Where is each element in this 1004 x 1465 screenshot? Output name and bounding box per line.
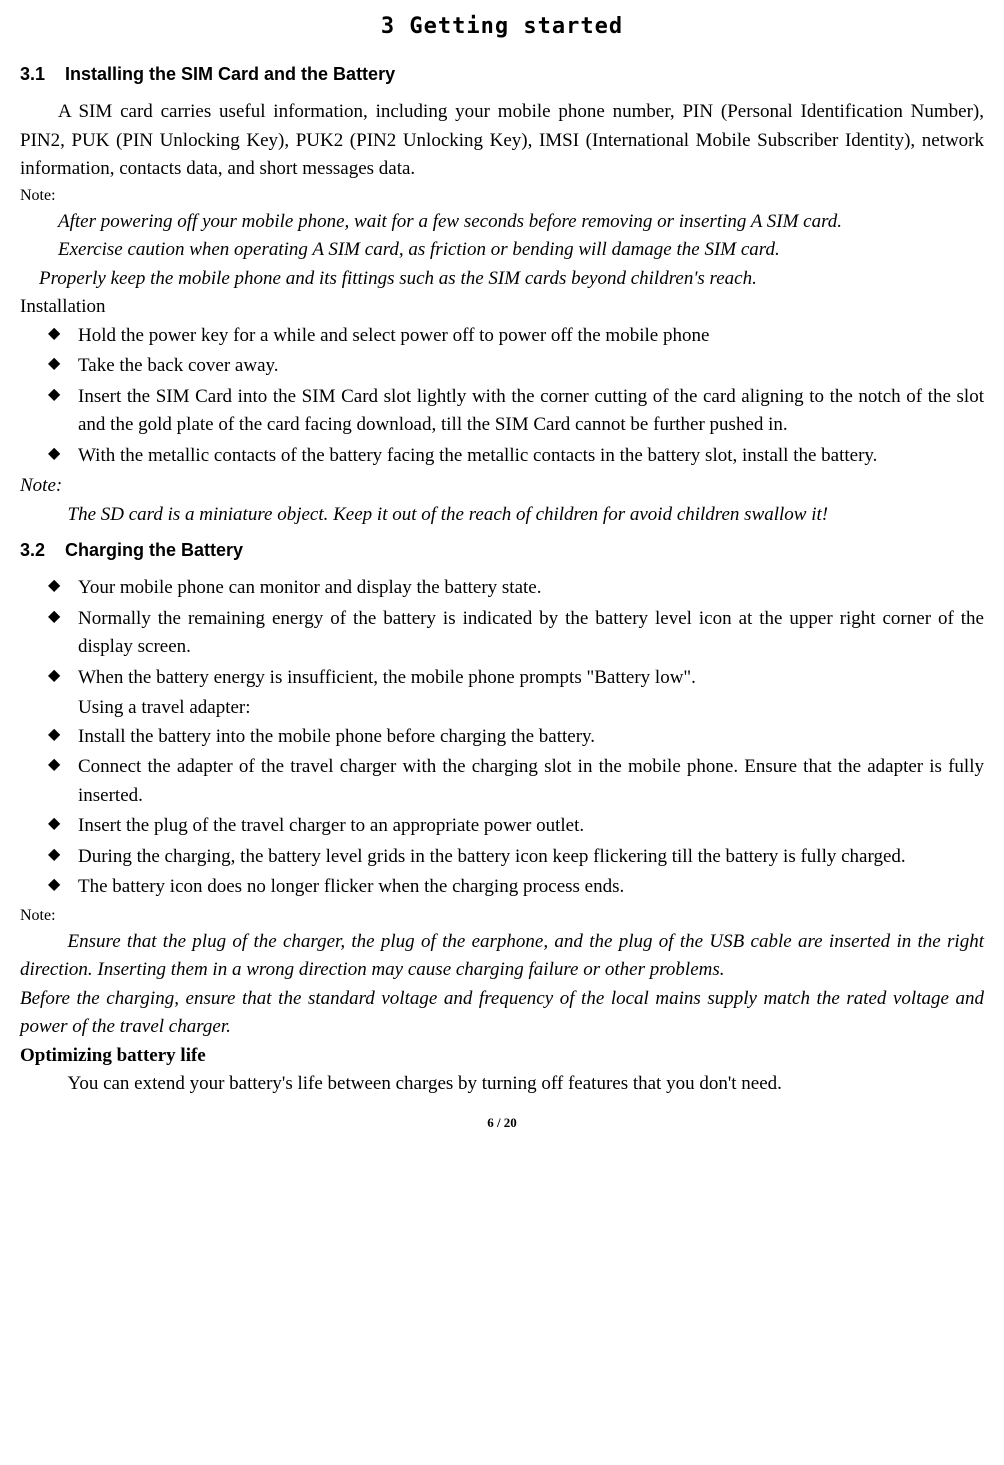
- optimizing-text: You can extend your battery's life betwe…: [20, 1070, 984, 1099]
- section-3-2-title: Charging the Battery: [65, 540, 243, 560]
- adapter-label: Using a travel adapter:: [20, 694, 984, 723]
- list-item: Hold the power key for a while and selec…: [20, 322, 984, 351]
- note-text-3a: Ensure that the plug of the charger, the…: [20, 928, 984, 985]
- installation-label: Installation: [20, 293, 984, 322]
- note-label-2: Note:: [20, 472, 984, 501]
- list-item: The battery icon does no longer flicker …: [20, 873, 984, 902]
- optimizing-label: Optimizing battery life: [20, 1042, 984, 1071]
- note-text-1a: After powering off your mobile phone, wa…: [20, 208, 984, 237]
- charging-bullets-b: Install the battery into the mobile phon…: [20, 723, 984, 902]
- section-3-1-title: Installing the SIM Card and the Battery: [65, 64, 395, 84]
- note-text-1b: Exercise caution when operating A SIM ca…: [20, 236, 984, 265]
- page-number: 6 / 20: [20, 1113, 984, 1133]
- section-3-1-intro: A SIM card carries useful information, i…: [20, 98, 984, 184]
- list-item: Install the battery into the mobile phon…: [20, 723, 984, 752]
- list-item: With the metallic contacts of the batter…: [20, 442, 984, 471]
- note-label-3: Note:: [20, 904, 984, 928]
- charging-bullets-a: Your mobile phone can monitor and displa…: [20, 574, 984, 692]
- list-item: When the battery energy is insufficient,…: [20, 664, 984, 693]
- note-label-1: Note:: [20, 184, 984, 208]
- list-item: Normally the remaining energy of the bat…: [20, 605, 984, 662]
- chapter-title: 3 Getting started: [20, 10, 984, 43]
- section-3-1-number: 3.1: [20, 61, 45, 88]
- list-item: Insert the SIM Card into the SIM Card sl…: [20, 383, 984, 440]
- list-item: Connect the adapter of the travel charge…: [20, 753, 984, 810]
- list-item: Take the back cover away.: [20, 352, 984, 381]
- list-item: Insert the plug of the travel charger to…: [20, 812, 984, 841]
- list-item: During the charging, the battery level g…: [20, 843, 984, 872]
- list-item: Your mobile phone can monitor and displa…: [20, 574, 984, 603]
- note-text-3b: Before the charging, ensure that the sta…: [20, 985, 984, 1042]
- note-text-2: The SD card is a miniature object. Keep …: [20, 501, 984, 530]
- installation-bullets: Hold the power key for a while and selec…: [20, 322, 984, 471]
- section-3-2-heading: 3.2 Charging the Battery: [20, 537, 984, 564]
- note-text-1c: Properly keep the mobile phone and its f…: [20, 265, 984, 294]
- section-3-2-number: 3.2: [20, 537, 45, 564]
- section-3-1-heading: 3.1 Installing the SIM Card and the Batte…: [20, 61, 984, 88]
